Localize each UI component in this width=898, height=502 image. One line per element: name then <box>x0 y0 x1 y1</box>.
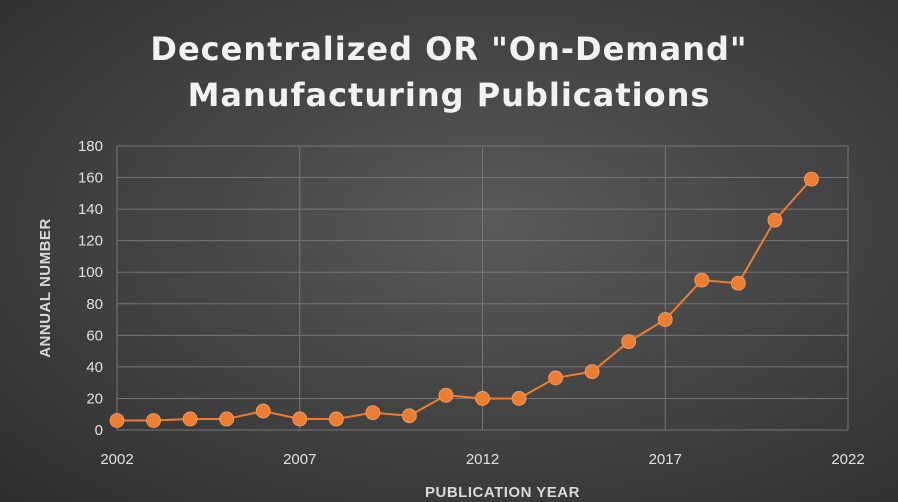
y-tick-label: 0 <box>95 422 103 439</box>
y-tick-label: 40 <box>86 359 103 376</box>
data-point <box>182 411 198 427</box>
y-tick-label: 100 <box>78 264 103 281</box>
y-axis-title: ANNUAL NUMBER <box>37 218 54 358</box>
data-point <box>109 413 125 428</box>
data-point <box>475 391 490 406</box>
data-point <box>584 364 600 380</box>
series-line <box>117 178 813 422</box>
y-tick-label: 140 <box>78 201 103 218</box>
data-point <box>730 275 746 291</box>
data-point <box>767 212 783 228</box>
data-point <box>438 387 454 403</box>
data-point <box>511 391 527 406</box>
y-tick-label: 160 <box>78 170 103 187</box>
x-axis-title: PUBLICATION YEAR <box>425 484 580 501</box>
x-tick-label: 2002 <box>100 451 133 468</box>
x-tick-label: 2012 <box>466 451 499 468</box>
data-point <box>255 403 271 419</box>
data-point <box>548 370 563 386</box>
data-point <box>804 171 819 187</box>
data-point <box>219 411 235 427</box>
y-tick-label: 60 <box>86 327 103 344</box>
data-point <box>694 272 710 288</box>
x-tick-label: 2022 <box>831 451 864 468</box>
x-tick-label: 2007 <box>283 451 316 468</box>
data-point <box>328 411 344 427</box>
data-point <box>146 413 161 428</box>
data-point <box>657 312 673 327</box>
data-point <box>365 405 381 421</box>
chart-title: Decentralized OR "On-Demand" Manufacturi… <box>150 30 748 114</box>
y-tick-label: 20 <box>86 390 103 407</box>
y-tick-label: 120 <box>78 233 103 250</box>
x-tick-label: 2017 <box>649 451 682 468</box>
data-point <box>621 334 637 350</box>
y-tick-label: 180 <box>78 138 103 155</box>
data-point <box>401 408 417 424</box>
y-tick-label: 80 <box>86 296 103 313</box>
data-point <box>292 411 308 427</box>
